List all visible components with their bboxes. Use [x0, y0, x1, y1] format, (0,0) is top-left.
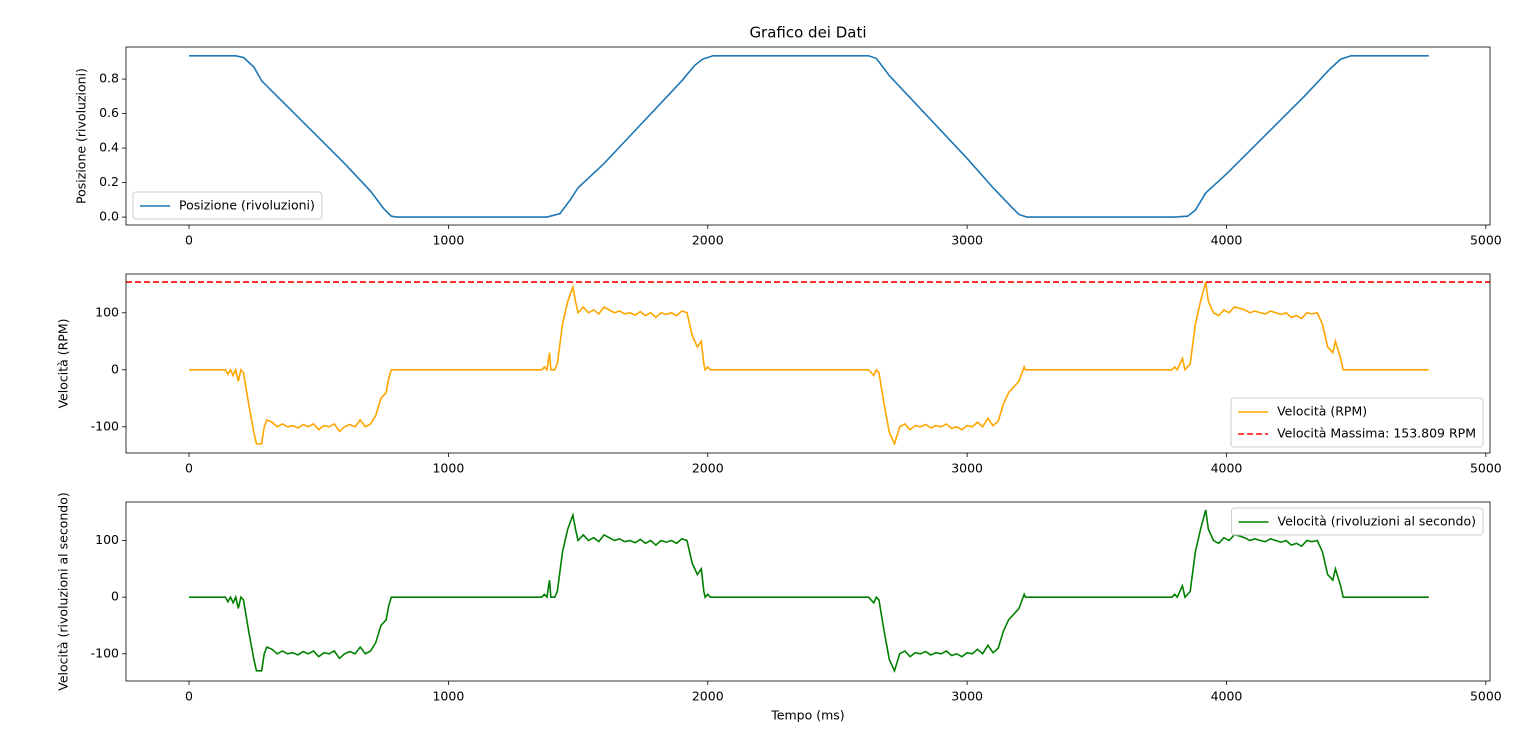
series-line [189, 281, 1429, 447]
chart-title: Grafico dei Dati [749, 24, 866, 42]
legend-label: Posizione (rivoluzioni) [179, 198, 315, 213]
x-axis-label: Tempo (ms) [770, 708, 844, 723]
legend-label: Velocità (RPM) [1277, 404, 1367, 419]
y-tick-label: 0.6 [99, 105, 119, 120]
x-tick-label: 5000 [1470, 233, 1502, 248]
y-tick-label: 100 [95, 304, 119, 319]
y-tick-label: -100 [91, 418, 119, 433]
x-tick-label: 1000 [432, 233, 464, 248]
legend-box [1231, 507, 1484, 536]
legend-box [132, 191, 323, 220]
x-tick-label: 2000 [692, 461, 724, 476]
y-tick-label: 0.4 [99, 140, 119, 155]
series-line [189, 55, 1429, 218]
y-axis-label: Posizione (rivoluzioni) [74, 68, 89, 204]
x-tick-label: 3000 [951, 233, 983, 248]
series-line [189, 509, 1429, 674]
x-tick-label: 5000 [1470, 689, 1502, 704]
x-tick-label: 1000 [432, 461, 464, 476]
x-tick-label: 4000 [1211, 233, 1243, 248]
x-tick-label: 1000 [432, 689, 464, 704]
legend-label: Velocità (rivoluzioni al secondo) [1278, 514, 1476, 529]
x-tick-label: 3000 [951, 461, 983, 476]
x-tick-label: 3000 [951, 689, 983, 704]
x-tick-label: 0 [185, 689, 193, 704]
x-tick-label: 4000 [1211, 461, 1243, 476]
y-tick-label: 100 [95, 532, 119, 547]
legend-box [1230, 397, 1484, 448]
plot-frame [125, 273, 1491, 454]
x-tick-label: 5000 [1470, 461, 1502, 476]
y-tick-label: 0.2 [99, 174, 119, 189]
legend: Posizione (rivoluzioni) [132, 191, 323, 220]
y-tick-label: -100 [91, 645, 119, 660]
legend-label: Velocità Massima: 153.809 RPM [1277, 426, 1476, 441]
y-axis-label: Velocità (rivoluzioni al secondo) [56, 492, 71, 690]
x-tick-label: 2000 [692, 233, 724, 248]
plot-frame [125, 46, 1491, 226]
x-tick-label: 2000 [692, 689, 724, 704]
y-tick-label: 0.0 [99, 209, 119, 224]
y-tick-label: 0 [111, 361, 119, 376]
y-tick-label: 0.8 [99, 71, 119, 86]
legend: Velocità (rivoluzioni al secondo) [1231, 507, 1484, 536]
x-tick-label: 0 [185, 233, 193, 248]
plot-frame [125, 501, 1491, 682]
x-tick-label: 4000 [1211, 689, 1243, 704]
y-axis-label: Velocità (RPM) [56, 318, 71, 408]
x-tick-label: 0 [185, 461, 193, 476]
legend: Velocità (RPM) Velocità Massima: 153.809 … [1230, 397, 1484, 448]
y-tick-label: 0 [111, 589, 119, 604]
